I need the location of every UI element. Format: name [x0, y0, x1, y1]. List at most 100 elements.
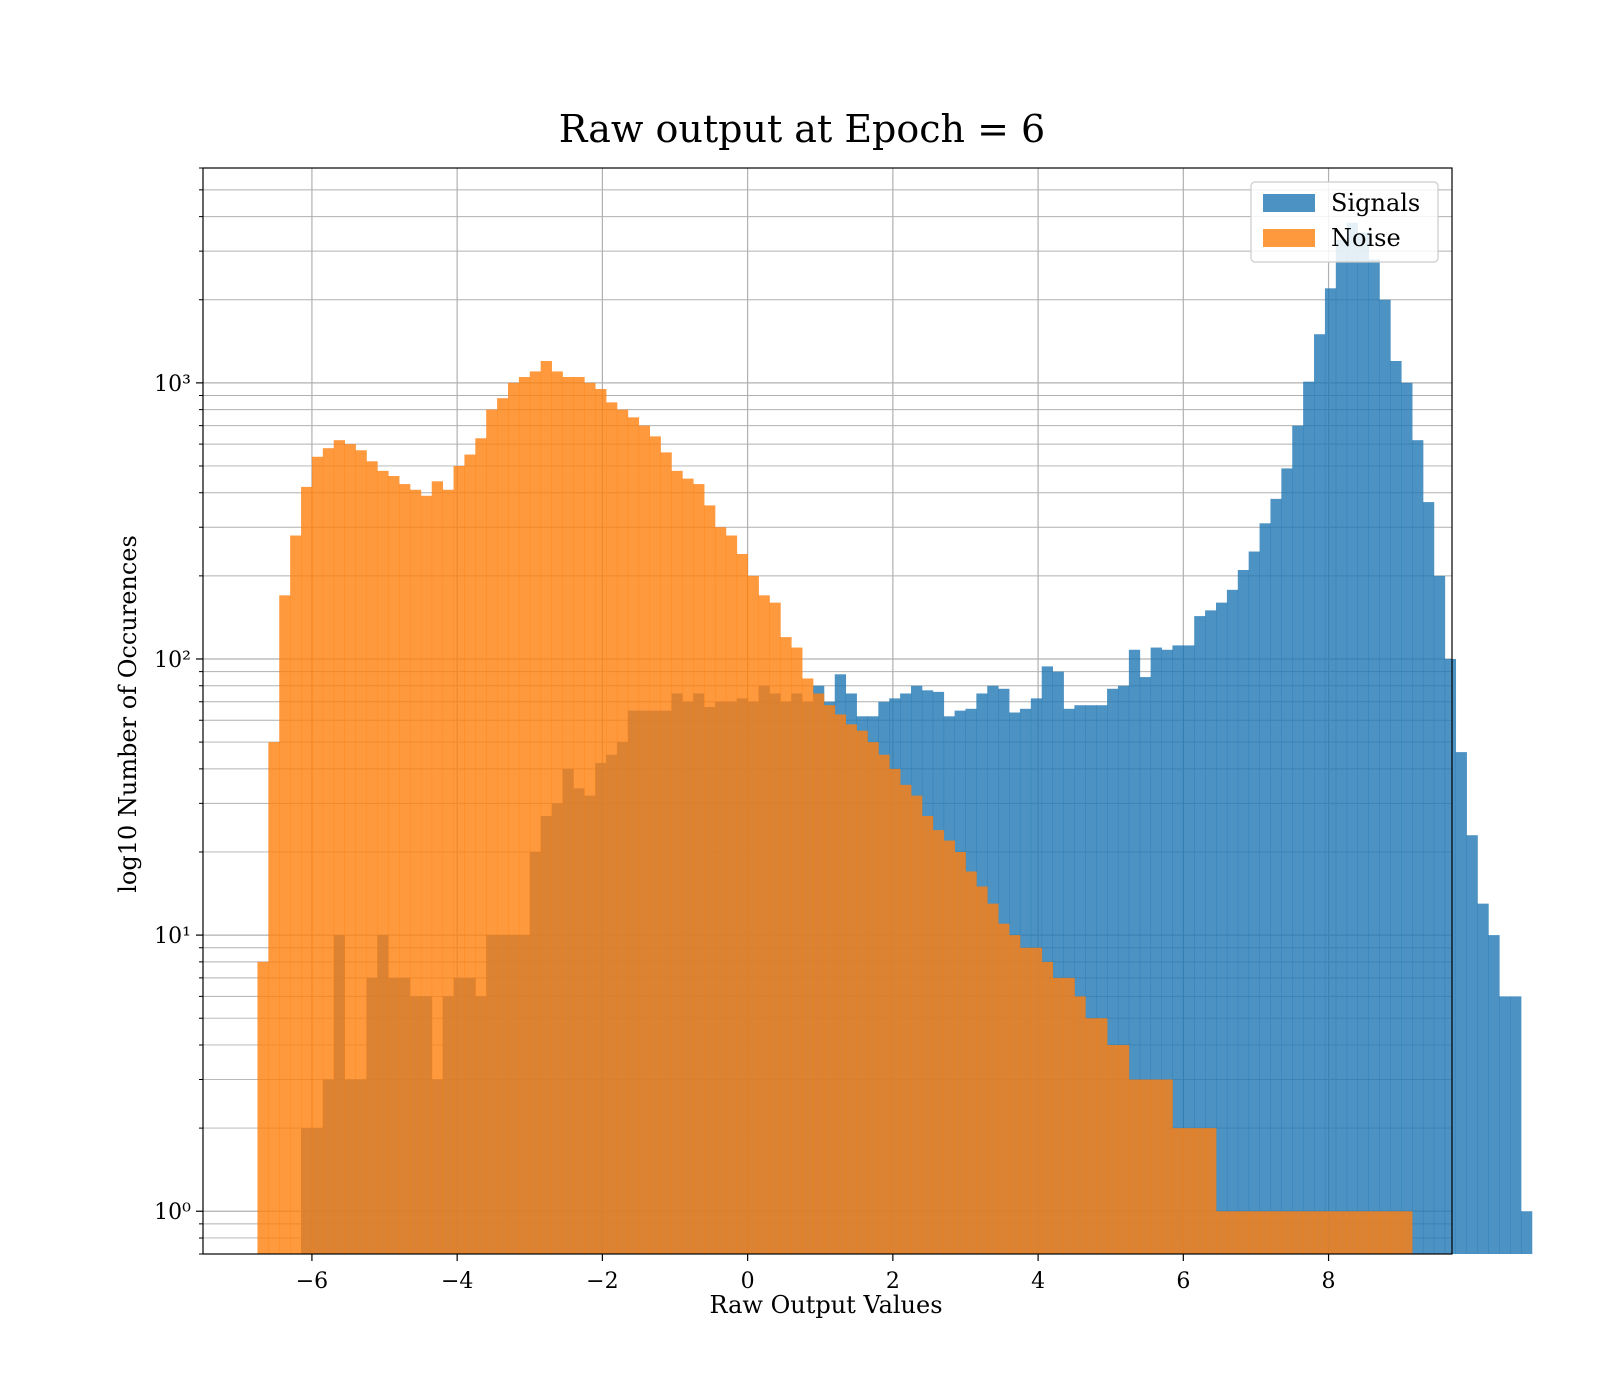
- signals-bar: [1357, 232, 1369, 1254]
- noise-bar: [1401, 1211, 1413, 1254]
- noise-bar: [1335, 1211, 1348, 1254]
- noise-bar: [486, 409, 498, 1254]
- noise-bar: [507, 382, 520, 1254]
- signals-bar: [1041, 666, 1054, 1254]
- signals-bar: [1499, 996, 1511, 1254]
- signals-bar: [1433, 575, 1446, 1254]
- signals-bar: [1216, 602, 1228, 1254]
- noise-bar: [333, 440, 345, 1254]
- signals-bar: [1226, 589, 1239, 1254]
- signals-bar: [1117, 685, 1130, 1254]
- noise-bar: [409, 489, 422, 1254]
- x-tick-label: −4: [441, 1269, 473, 1294]
- noise-bar: [889, 768, 901, 1254]
- signals-bar: [1172, 645, 1184, 1254]
- signals-bar: [1412, 440, 1424, 1254]
- signals-bar: [1488, 935, 1500, 1254]
- noise-bar: [976, 886, 988, 1254]
- signals-bar: [1314, 334, 1326, 1254]
- noise-bar: [279, 595, 291, 1254]
- signals-bar: [1205, 610, 1217, 1254]
- noise-bar: [1183, 1128, 1195, 1254]
- noise-bar: [497, 398, 509, 1254]
- signals-bar: [1520, 1211, 1533, 1254]
- signals-bar: [1324, 288, 1337, 1254]
- noise-bar: [453, 465, 465, 1255]
- noise-bar: [878, 754, 890, 1254]
- noise-bar: [399, 484, 411, 1254]
- noise-bar: [355, 450, 367, 1254]
- noise-bar: [1390, 1211, 1402, 1254]
- noise-bar: [301, 486, 313, 1254]
- noise-bar: [1063, 977, 1075, 1254]
- noise-bar: [1041, 961, 1054, 1254]
- noise-bar: [464, 454, 476, 1254]
- noise-bar: [1052, 977, 1064, 1254]
- noise-bar: [1248, 1211, 1260, 1254]
- signals-bar: [1335, 239, 1348, 1254]
- signals-bar: [1477, 903, 1489, 1254]
- noise-bar: [1194, 1128, 1206, 1254]
- noise-bar: [1314, 1211, 1326, 1254]
- signals-bar: [1194, 616, 1206, 1254]
- signals-bar: [1390, 361, 1402, 1254]
- signals-bar: [1248, 551, 1260, 1254]
- noise-bar: [714, 527, 727, 1254]
- noise-bar: [366, 461, 378, 1254]
- signals-bar: [1303, 381, 1315, 1254]
- noise-bar: [1237, 1211, 1250, 1254]
- noise-bar: [780, 637, 792, 1254]
- legend: Signals Noise: [1250, 181, 1439, 263]
- noise-bar: [1368, 1211, 1380, 1254]
- noise-bar: [1226, 1211, 1239, 1254]
- noise-bar: [943, 840, 955, 1254]
- noise-bar: [1117, 1044, 1130, 1254]
- noise-bar: [1292, 1211, 1304, 1254]
- signals-bar: [1052, 671, 1064, 1254]
- x-tick-label: 0: [741, 1269, 755, 1294]
- signals-bar: [1346, 222, 1358, 1254]
- noise-bar: [1161, 1079, 1173, 1254]
- signals-bar: [1466, 835, 1478, 1254]
- chart-title: Raw output at Epoch = 6: [559, 107, 1045, 151]
- noise-bar: [518, 377, 531, 1254]
- signals-bar: [1096, 705, 1108, 1254]
- noise-bar: [954, 851, 966, 1254]
- noise-bar: [682, 478, 694, 1254]
- signals-bar: [1085, 705, 1097, 1254]
- noise-bar: [867, 742, 879, 1254]
- noise-bar: [965, 871, 977, 1254]
- noise-bar: [1009, 935, 1021, 1254]
- noise-bar: [693, 484, 705, 1254]
- noise-bar: [856, 730, 868, 1254]
- noise-bar: [584, 382, 596, 1254]
- noise-bar: [834, 714, 847, 1254]
- noise-bar: [1074, 996, 1086, 1254]
- x-tick-label: 6: [1176, 1269, 1190, 1294]
- noise-bar: [747, 575, 759, 1254]
- signals-bar: [1422, 502, 1435, 1255]
- noise-bar: [606, 402, 618, 1255]
- signals-bar: [1444, 658, 1457, 1254]
- noise-bar: [671, 470, 683, 1254]
- signals-bar: [1161, 649, 1173, 1254]
- noise-bar: [1379, 1211, 1391, 1254]
- noise-bar: [1019, 947, 1032, 1254]
- noise-bar: [551, 371, 563, 1254]
- noise-bar: [1150, 1079, 1162, 1254]
- noise-bar: [1030, 947, 1043, 1254]
- plot-frame: [202, 167, 1453, 1255]
- noise-bar: [845, 724, 857, 1254]
- signals-bar: [1237, 570, 1250, 1254]
- noise-bar: [725, 535, 738, 1254]
- noise-bar: [1357, 1211, 1369, 1254]
- noise-bar: [1303, 1211, 1315, 1254]
- noise-bar: [616, 409, 629, 1254]
- noise-bar: [802, 678, 814, 1254]
- noise-bar: [1259, 1211, 1271, 1254]
- signals-bar: [1455, 752, 1467, 1254]
- x-tick-label: 2: [886, 1269, 900, 1294]
- noise-bar: [736, 554, 749, 1254]
- x-axis-label: Raw Output Values: [709, 1291, 942, 1319]
